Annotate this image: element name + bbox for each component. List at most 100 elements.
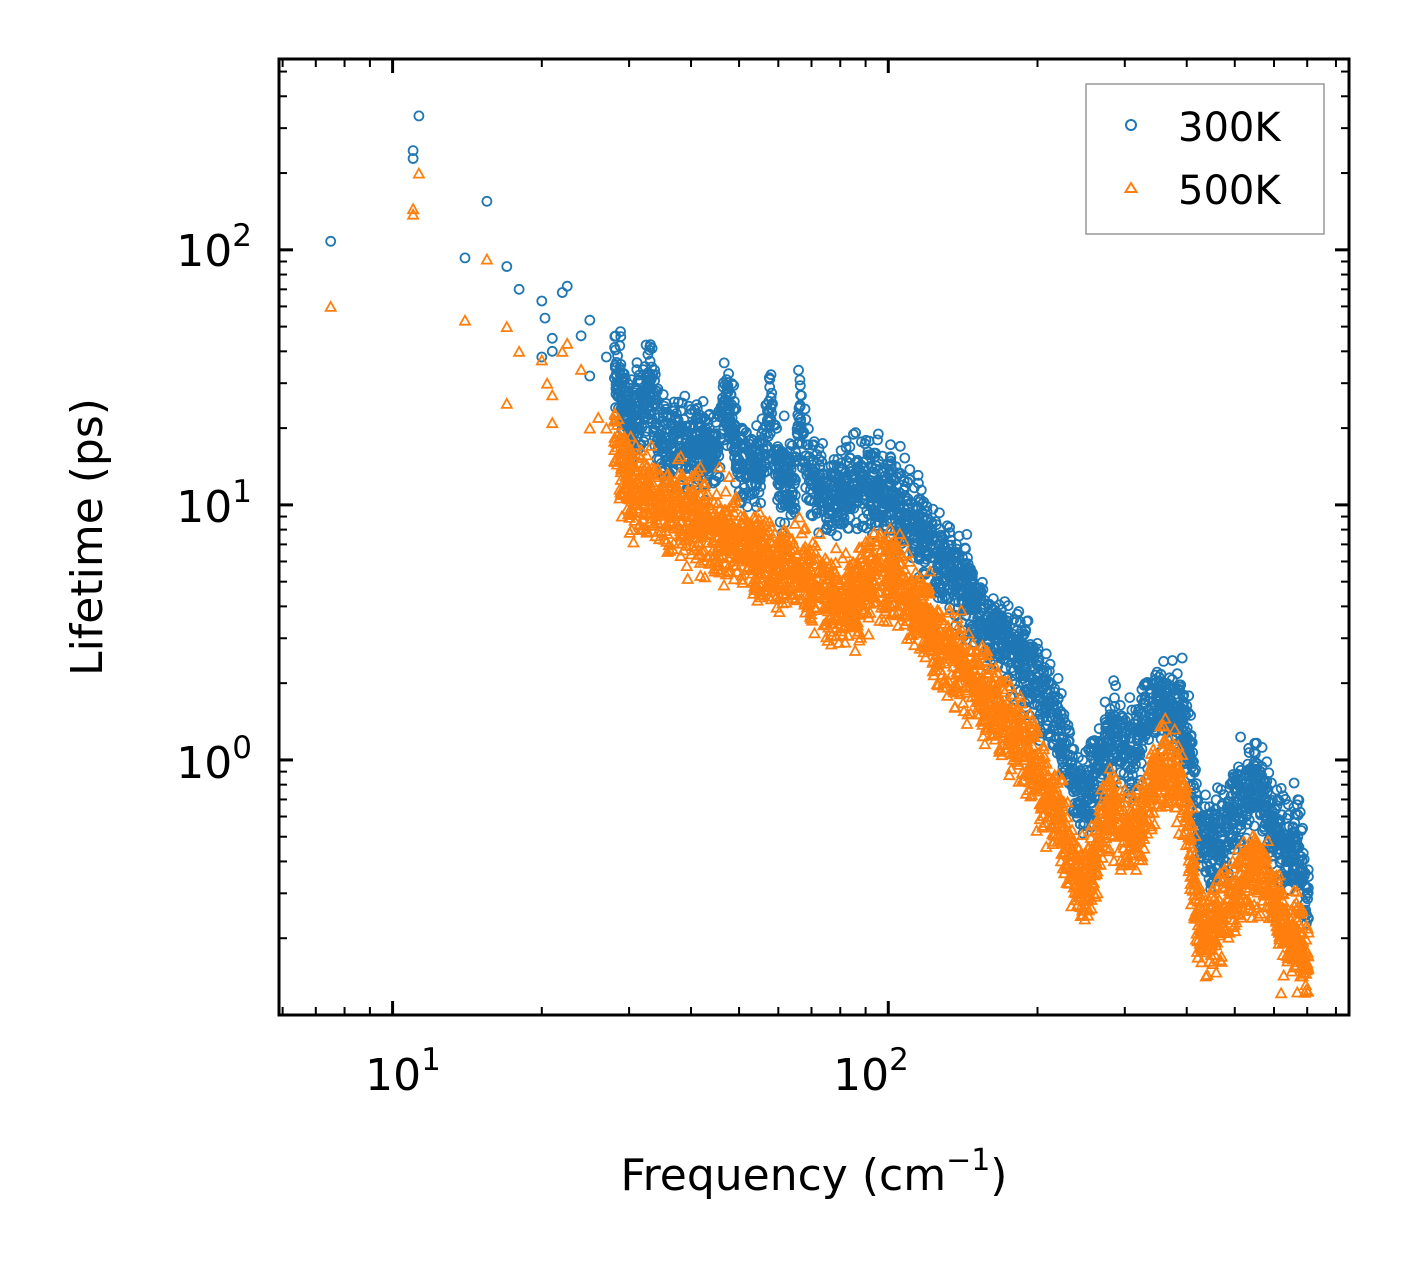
data-point-300k [912,469,924,481]
data-point-300k [692,411,704,423]
data-point-300k [955,579,967,590]
data-point-300k [899,452,911,464]
data-point-300k [862,446,874,458]
data-point-300k [920,553,932,565]
data-point-300k [481,195,493,207]
data-point-300k [325,235,337,247]
data-point-300k [1220,814,1232,826]
data-point-300k [697,395,709,407]
data-point-300k [746,445,758,457]
data-point-300k [1074,765,1086,776]
data-point-300k [1142,721,1154,733]
data-point-300k [1021,615,1033,627]
data-point-300k [1243,747,1255,758]
data-point-300k [1041,683,1053,695]
data-point-300k [1044,658,1056,670]
data-point-300k [1263,796,1275,808]
data-point-300k [1049,683,1061,695]
data-point-300k [609,341,620,353]
data-point-300k [1031,678,1042,690]
data-point-300k [729,452,740,464]
data-point-300k [739,482,750,494]
data-point-300k [1204,801,1215,813]
data-point-300k [944,527,956,538]
data-point-300k [1124,721,1135,732]
data-point-300k [1098,736,1110,747]
data-point-300k [1089,769,1100,781]
data-point-300k [610,380,622,392]
data-point-300k [536,295,548,307]
data-point-300k [673,396,684,408]
data-point-300k [756,428,768,440]
data-point-300k [957,595,969,607]
data-point-300k [687,422,699,434]
data-point-300k [805,509,817,521]
data-point-300k [844,457,855,469]
data-point-300k [844,480,856,492]
data-point-300k [1256,742,1268,753]
data-point-300k [913,477,924,489]
data-point-300k [878,498,890,510]
data-point-300k [1178,689,1190,701]
data-point-300k [1044,677,1055,688]
data-point-300k [1201,846,1212,858]
data-point-300k [1282,809,1294,821]
data-point-300k [501,261,513,272]
data-point-300k [1104,709,1116,720]
data-point-300k [796,390,807,402]
data-point-300k [723,368,734,380]
data-point-300k [1138,697,1149,708]
data-point-300k [652,445,664,457]
data-point-300k [850,456,861,468]
data-point-300k [1300,891,1312,903]
data-point-300k [601,351,612,363]
data-point-300k [840,467,852,479]
data-point-300k [926,518,938,530]
data-point-300k [413,110,425,122]
data-point-300k [640,371,652,383]
data-point-300k [917,532,929,544]
data-point-300k [1059,717,1071,729]
data-point-300k [1127,769,1138,781]
data-point-300k [794,374,806,386]
data-point-300k [941,520,953,532]
data-point-300k [1235,731,1246,743]
data-point-300k [1143,734,1154,745]
data-point-300k [848,428,859,440]
data-point-300k [584,314,596,326]
data-point-300k [933,561,944,573]
data-point-300k [764,373,776,385]
data-point-300k [631,357,643,369]
data-point-300k [1110,680,1121,692]
data-point-300k [679,390,691,402]
data-point-300k [1227,775,1238,787]
data-point-300k [617,367,629,379]
data-point-300k [765,369,777,381]
data-point-300k [1178,720,1190,732]
data-point-300k [1235,764,1247,776]
data-point-300k [1201,852,1213,863]
data-point-300k [680,452,692,464]
data-point-300k [1095,771,1107,783]
data-point-300k [1158,656,1169,667]
data-point-300k [626,374,637,386]
data-point-300k [513,283,525,295]
data-point-300k [850,427,861,439]
data-point-300k [1212,782,1223,794]
data-point-300k [546,332,558,344]
data-point-300k [650,385,661,396]
data-point-300k [843,522,855,534]
data-point-300k [1249,748,1261,760]
data-point-300k [885,439,896,451]
data-point-300k [1171,691,1182,703]
data-point-300k [686,435,698,447]
data-point-300k [1032,656,1044,668]
data-point-300k [717,396,729,408]
data-point-300k [1148,712,1159,724]
data-point-300k [407,145,419,157]
data-point-300k [1274,856,1286,868]
data-point-300k [561,280,573,292]
data-point-300k [859,481,871,493]
data-point-300k [794,380,806,392]
data-point-300k [708,475,720,487]
